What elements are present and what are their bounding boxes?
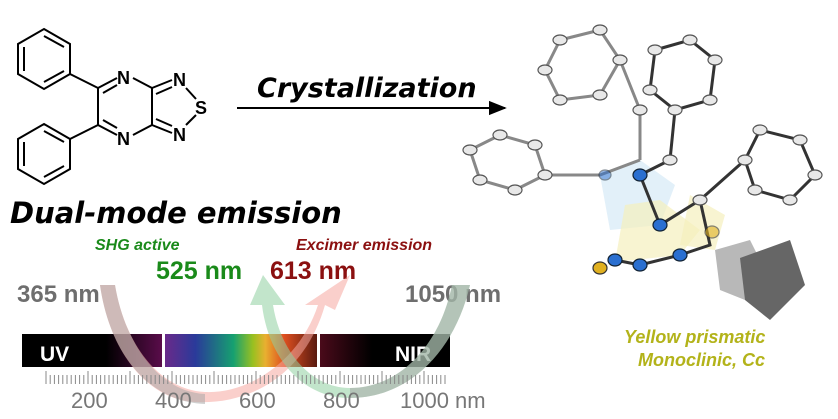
crystallization-label: Crystallization (257, 73, 477, 104)
phenyl-ring-top (17, 27, 71, 91)
atom-n4: N (117, 129, 130, 149)
tick-label-600: 600 (239, 388, 276, 413)
crystal-shape-icon (715, 240, 805, 320)
crystal-structure (462, 24, 823, 275)
shg-label: SHG active (95, 237, 180, 254)
atom-s: S (195, 98, 207, 118)
tick-label-1000: 1000 nm (400, 388, 486, 413)
spectrum-axis-ticks (45, 371, 446, 384)
tick-label-400: 400 (155, 388, 192, 413)
excitation-arrow-right (350, 285, 470, 398)
headline: Dual-mode emission (10, 196, 342, 230)
atom-n-thiadiazole-1: N (173, 70, 186, 90)
tick-label-800: 800 (323, 388, 360, 413)
excimer-label: Excimer emission (296, 237, 432, 254)
excitation-left: 365 nm (17, 281, 100, 308)
shg-wavelength: 525 nm (156, 257, 242, 285)
excitation-arrow-left (100, 285, 205, 404)
crystal-habit: Yellow prismatic (624, 327, 765, 347)
crystal-system: Monoclinic, Cc (638, 350, 765, 370)
molecule-structure (17, 27, 197, 186)
uv-label: UV (40, 343, 69, 366)
tick-label-200: 200 (71, 388, 108, 413)
atom-n-thiadiazole-2: N (173, 125, 186, 145)
phenyl-ring-bottom (17, 122, 71, 186)
atom-n1: N (117, 68, 130, 88)
excimer-wavelength: 613 nm (270, 257, 356, 285)
